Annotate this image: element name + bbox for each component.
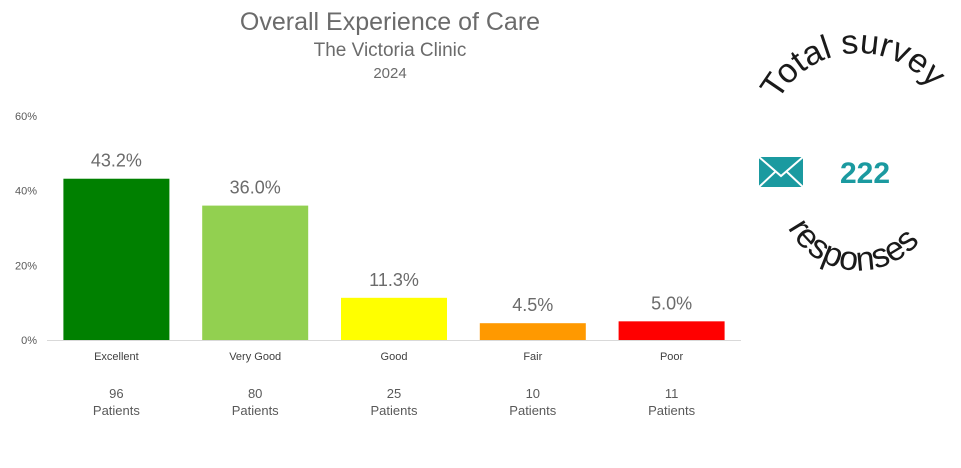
y-tick-label: 20%	[15, 260, 37, 272]
patient-count: 10	[526, 386, 540, 401]
patients-label: Patients	[232, 403, 279, 418]
patients-label: Patients	[648, 403, 695, 418]
data-label: 36.0%	[230, 178, 281, 198]
patient-count: 25	[387, 386, 401, 401]
patients-label: Patients	[371, 403, 418, 418]
bar-poor	[618, 321, 725, 340]
y-tick-label: 60%	[15, 111, 37, 123]
badge-bottom-text: responses	[781, 212, 926, 279]
bar-fair	[479, 323, 586, 340]
data-label: 4.5%	[512, 295, 553, 315]
chart-title: Overall Experience of Care	[239, 8, 541, 36]
x-tick-label: Very Good	[229, 351, 281, 363]
envelope-icon	[758, 156, 804, 188]
bar-excellent	[63, 178, 170, 340]
x-tick-label: Excellent	[94, 351, 139, 363]
patients-label: Patients	[93, 403, 140, 418]
x-tick-label: Poor	[660, 351, 684, 363]
data-label: 43.2%	[91, 151, 142, 171]
x-tick-label: Fair	[523, 351, 542, 363]
bar-good	[341, 297, 447, 340]
x-tick-label: Good	[381, 351, 408, 363]
y-tick-label: 40%	[15, 186, 37, 198]
patient-count: 11	[665, 386, 679, 401]
data-label: 11.3%	[369, 270, 419, 290]
chart-year: 2024	[373, 65, 407, 82]
total-responses-badge: Total survey responses 222	[753, 23, 953, 279]
badge-top-text: Total survey	[753, 23, 953, 105]
plot-area: 0% 20% 40% 60% 43.2% Excellent 96 Patients 36.0%…	[15, 111, 741, 418]
patient-count: 80	[248, 386, 262, 401]
patient-count: 96	[109, 386, 123, 401]
chart-subtitle: The Victoria Clinic	[313, 40, 467, 61]
data-label: 5.0%	[651, 293, 692, 313]
patients-label: Patients	[509, 403, 556, 418]
total-responses-count: 222	[840, 157, 890, 190]
bar-very-good	[202, 205, 309, 340]
y-tick-label: 0%	[21, 335, 37, 347]
